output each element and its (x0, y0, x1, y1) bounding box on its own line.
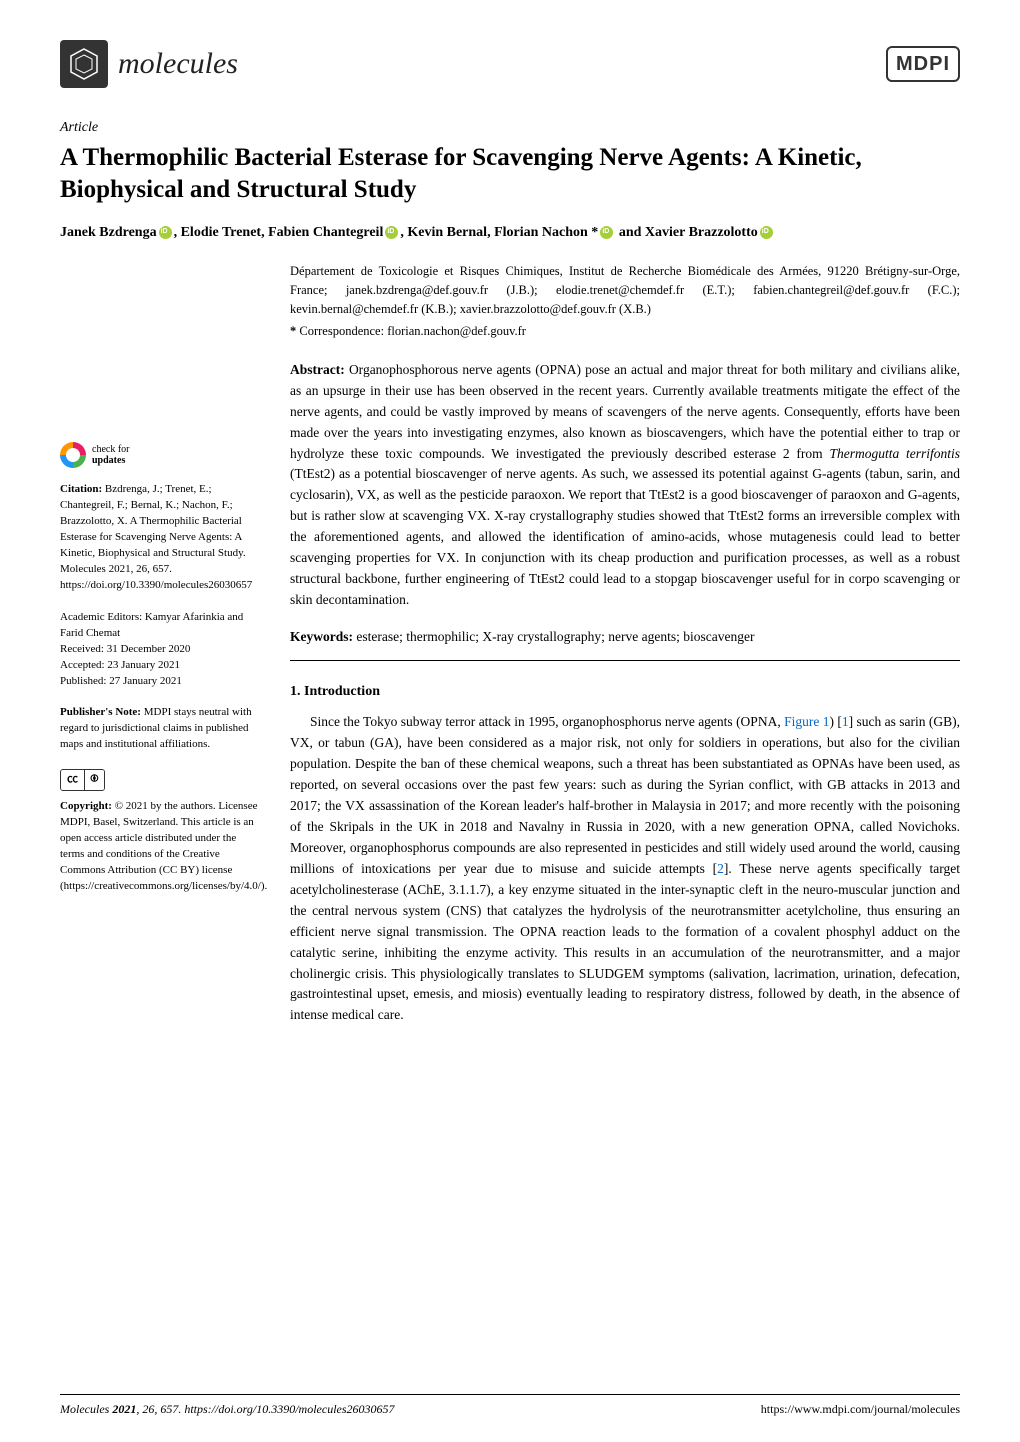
orcid-icon[interactable] (385, 226, 398, 239)
corr-asterisk: * (290, 324, 296, 338)
check-for-updates[interactable]: check for updates (60, 442, 260, 468)
two-column-layout: check for updates Citation: Bzdrenga, J.… (60, 262, 960, 1026)
author-name: Florian Nachon * (494, 225, 598, 240)
publisher-logo: MDPI (886, 46, 960, 82)
received-date: Received: 31 December 2020 (60, 643, 190, 655)
journal-name: molecules (118, 43, 238, 85)
check-updates-line2: updates (92, 455, 129, 466)
author-name: Kevin Bernal (407, 225, 487, 240)
accepted-date: Accepted: 23 January 2021 (60, 659, 180, 671)
journal-brand: molecules (60, 40, 238, 88)
section-1-heading: 1. Introduction (290, 681, 960, 703)
affiliation: Département de Toxicologie et Risques Ch… (290, 262, 960, 318)
sidebar: check for updates Citation: Bzdrenga, J.… (60, 262, 260, 1026)
keywords-text: esterase; thermophilic; X-ray crystallog… (356, 629, 754, 644)
abstract-text: Organophosphorous nerve agents (OPNA) po… (290, 362, 960, 607)
footer-left: Molecules 2021, 26, 657. https://doi.org… (60, 1401, 395, 1418)
author-name: Elodie Trenet (181, 225, 262, 240)
orcid-icon[interactable] (760, 226, 773, 239)
copyright-text: © 2021 by the authors. Licensee MDPI, Ba… (60, 800, 267, 892)
orcid-icon[interactable] (600, 226, 613, 239)
editors-label: Academic Editors: (60, 611, 142, 623)
check-updates-icon (60, 442, 86, 468)
citation-label: Citation: (60, 483, 102, 495)
article-type: Article (60, 118, 960, 138)
citation-block: Citation: Bzdrenga, J.; Trenet, E.; Chan… (60, 482, 260, 594)
license-block: ㏄ 🅯 Copyright: © 2021 by the authors. Li… (60, 769, 260, 895)
cc-by-badge-icon: ㏄ 🅯 (60, 769, 105, 791)
copyright-label: Copyright: (60, 800, 112, 812)
publishers-note-block: Publisher's Note: MDPI stays neutral wit… (60, 705, 260, 753)
editors-block: Academic Editors: Kamyar Afarinkia and F… (60, 610, 260, 690)
footer-right[interactable]: https://www.mdpi.com/journal/molecules (761, 1401, 960, 1418)
abstract-label: Abstract: (290, 362, 345, 377)
citation-text: Bzdrenga, J.; Trenet, E.; Chantegreil, F… (60, 483, 252, 591)
divider (290, 660, 960, 661)
correspondence: * Correspondence: florian.nachon@def.gou… (290, 322, 960, 341)
abstract: Abstract: Organophosphorous nerve agents… (290, 360, 960, 611)
check-updates-line1: check for (92, 444, 129, 455)
keywords: Keywords: esterase; thermophilic; X-ray … (290, 627, 960, 648)
author-name: Fabien Chantegreil (268, 225, 383, 240)
cc-icon: ㏄ (61, 770, 84, 790)
author-name: Xavier Brazzolotto (645, 225, 758, 240)
intro-paragraph: Since the Tokyo subway terror attack in … (290, 712, 960, 1026)
author-list: Janek Bzdrenga, Elodie Trenet, Fabien Ch… (60, 223, 960, 243)
author-name: Janek Bzdrenga (60, 225, 157, 240)
header: molecules MDPI (60, 40, 960, 88)
pubnote-label: Publisher's Note: (60, 706, 141, 718)
main-column: Département de Toxicologie et Risques Ch… (290, 262, 960, 1026)
keywords-label: Keywords: (290, 629, 353, 644)
orcid-icon[interactable] (159, 226, 172, 239)
corr-text: Correspondence: florian.nachon@def.gouv.… (299, 324, 526, 338)
published-date: Published: 27 January 2021 (60, 675, 182, 687)
journal-logo-icon (60, 40, 108, 88)
page-footer: Molecules 2021, 26, 657. https://doi.org… (60, 1394, 960, 1418)
by-icon: 🅯 (84, 770, 104, 790)
page: molecules MDPI Article A Thermophilic Ba… (0, 0, 1020, 1442)
check-updates-text: check for updates (92, 444, 129, 466)
article-title: A Thermophilic Bacterial Esterase for Sc… (60, 142, 960, 207)
